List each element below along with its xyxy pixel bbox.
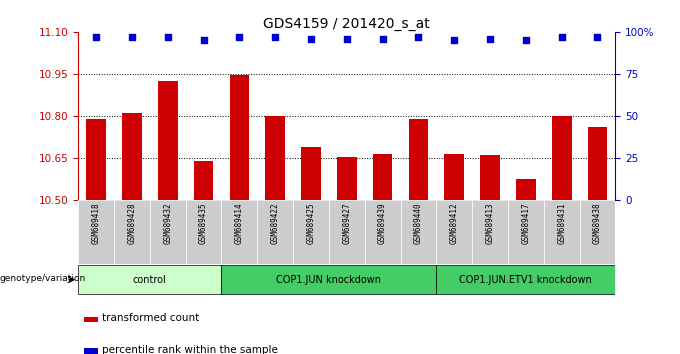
Text: GSM689428: GSM689428	[127, 202, 137, 244]
Bar	[86, 119, 106, 200]
Bar	[122, 113, 141, 200]
Bar	[84, 348, 98, 354]
Text: GSM689418: GSM689418	[92, 202, 101, 244]
Point	[449, 38, 460, 43]
Text: GSM689440: GSM689440	[414, 202, 423, 244]
Text: GSM689435: GSM689435	[199, 202, 208, 244]
Bar	[337, 156, 356, 200]
Bar	[186, 200, 222, 264]
Text: GSM689425: GSM689425	[307, 202, 316, 244]
Point	[163, 34, 173, 40]
Point	[198, 38, 209, 43]
Bar	[158, 81, 177, 200]
Bar	[329, 200, 364, 264]
Point	[270, 34, 281, 40]
Bar	[150, 200, 186, 264]
Point	[485, 36, 496, 41]
Point	[90, 34, 101, 40]
Point	[341, 36, 352, 41]
Bar	[114, 200, 150, 264]
Bar	[257, 200, 293, 264]
Text: control: control	[133, 275, 167, 285]
Text: GSM689432: GSM689432	[163, 202, 172, 244]
Bar	[364, 200, 401, 264]
Text: COP1.JUN.ETV1 knockdown: COP1.JUN.ETV1 knockdown	[460, 275, 592, 285]
Bar	[437, 200, 472, 264]
Text: GSM689427: GSM689427	[342, 202, 352, 244]
Bar	[401, 200, 437, 264]
Point	[377, 36, 388, 41]
Text: GSM689417: GSM689417	[522, 202, 530, 244]
Bar	[230, 75, 249, 200]
Bar	[588, 127, 607, 200]
Text: GSM689439: GSM689439	[378, 202, 387, 244]
Text: GSM689412: GSM689412	[449, 202, 459, 244]
Point	[520, 38, 531, 43]
Text: transformed count: transformed count	[103, 313, 200, 323]
Text: GSM689413: GSM689413	[486, 202, 494, 244]
Title: GDS4159 / 201420_s_at: GDS4159 / 201420_s_at	[263, 17, 430, 31]
Text: GSM689414: GSM689414	[235, 202, 244, 244]
Bar	[516, 179, 536, 200]
Bar	[445, 154, 464, 200]
Text: percentile rank within the sample: percentile rank within the sample	[103, 345, 278, 354]
Text: genotype/variation: genotype/variation	[0, 274, 86, 282]
Point	[592, 34, 603, 40]
Point	[305, 36, 316, 41]
Text: GSM689422: GSM689422	[271, 202, 279, 244]
Bar	[265, 116, 285, 200]
Bar	[579, 200, 615, 264]
Bar	[409, 119, 428, 200]
Point	[234, 34, 245, 40]
Point	[126, 34, 137, 40]
Bar	[480, 155, 500, 200]
Bar	[301, 147, 321, 200]
Text: GSM689431: GSM689431	[557, 202, 566, 244]
Bar	[78, 200, 114, 264]
Bar	[194, 161, 214, 200]
Bar	[373, 154, 392, 200]
Text: GSM689438: GSM689438	[593, 202, 602, 244]
Bar	[508, 200, 544, 264]
Bar	[78, 266, 222, 294]
Bar	[84, 316, 98, 322]
Bar	[222, 266, 437, 294]
Bar	[472, 200, 508, 264]
Bar	[544, 200, 579, 264]
Bar	[437, 266, 615, 294]
Bar	[552, 116, 571, 200]
Point	[556, 34, 567, 40]
Bar	[293, 200, 329, 264]
Text: COP1.JUN knockdown: COP1.JUN knockdown	[276, 275, 381, 285]
Point	[413, 34, 424, 40]
Bar	[222, 200, 257, 264]
